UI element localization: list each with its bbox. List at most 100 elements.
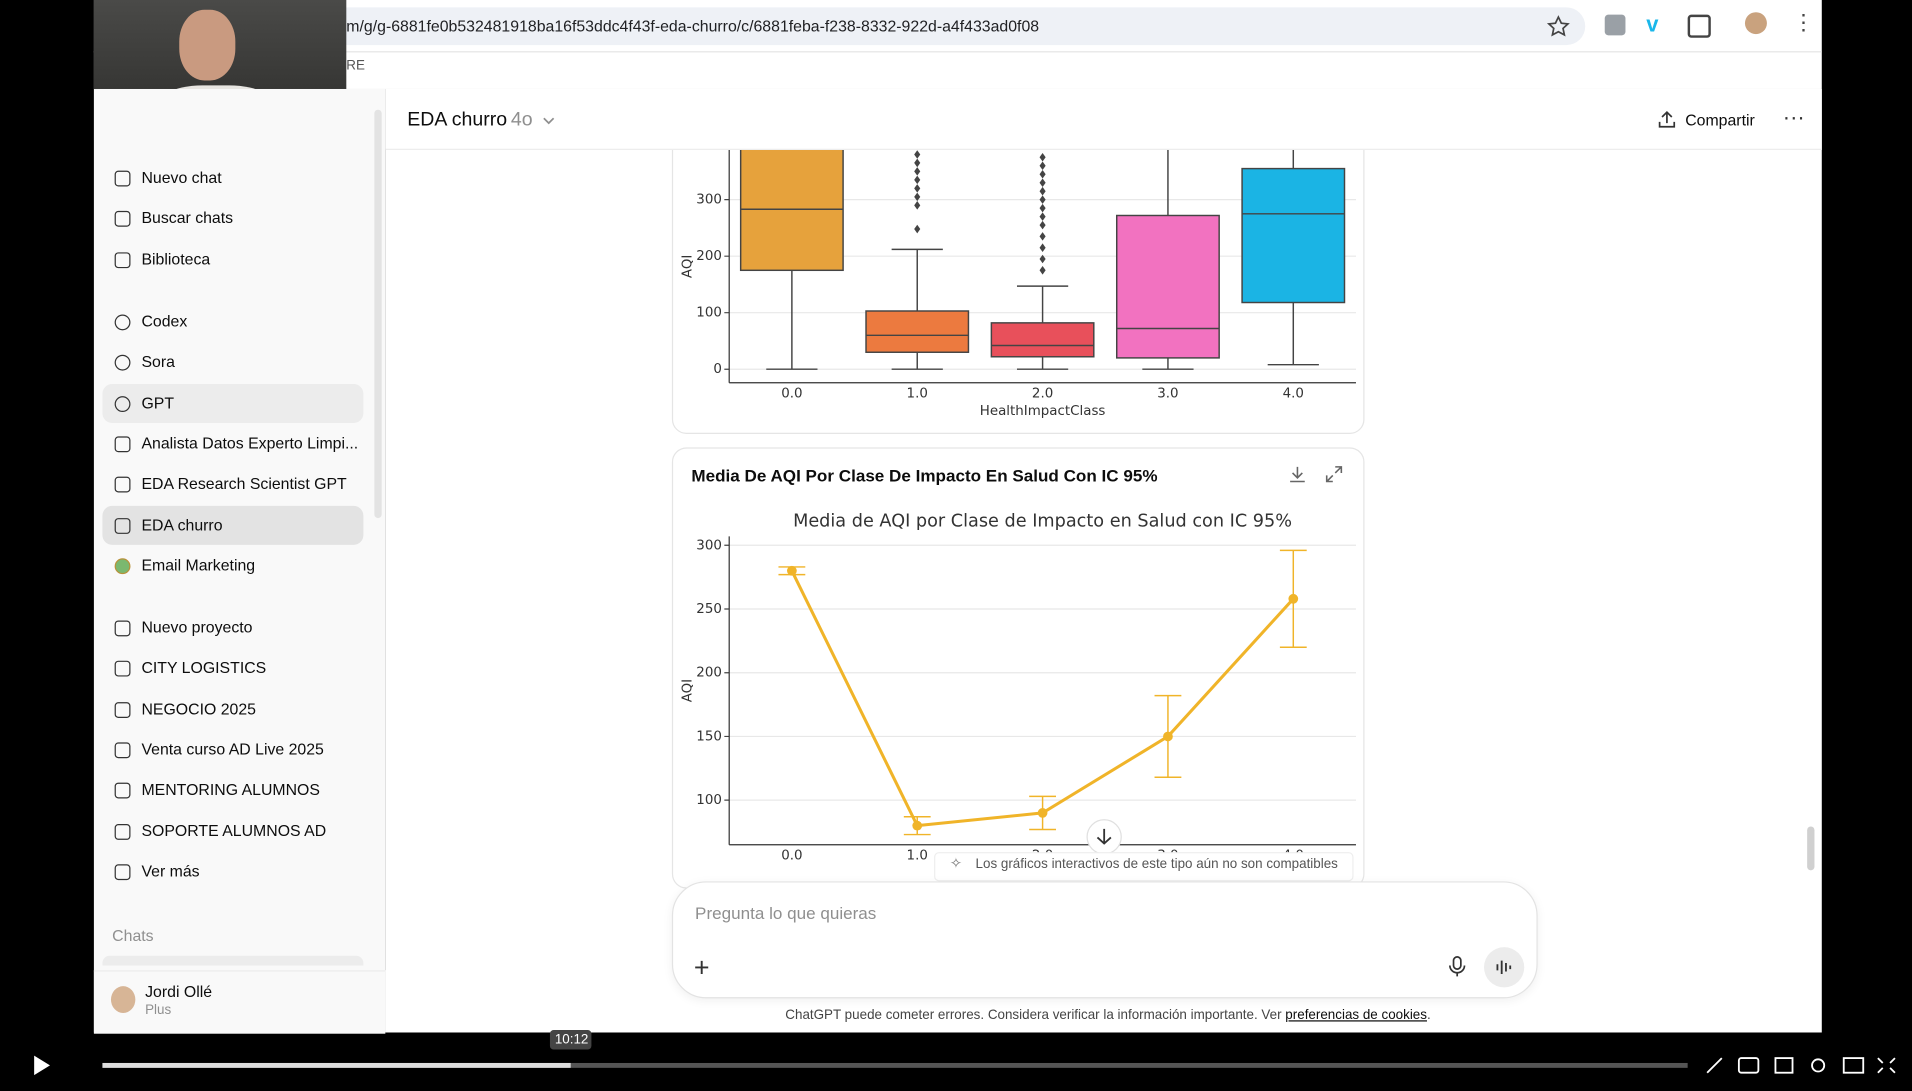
time-label: 10:12 [554, 1032, 589, 1048]
composer[interactable] [671, 881, 1538, 999]
y-axis-label: AQI [681, 679, 696, 702]
y-tick-label: 250 [696, 602, 722, 617]
outlier [1039, 266, 1046, 275]
cookie-link[interactable]: preferencias de cookies [1285, 1008, 1427, 1023]
url: m/g/g-6881fe0b532481918ba16f53ddc4f43f-e… [346, 17, 1040, 36]
share-icon[interactable] [1657, 110, 1677, 130]
share-button[interactable]: Compartir [1685, 110, 1755, 130]
extension-icon[interactable] [1604, 14, 1626, 36]
sidebar-item[interactable]: Biblioteca [141, 249, 211, 268]
box [1115, 214, 1220, 359]
x-tick-label: 0.0 [781, 849, 802, 864]
mic-button[interactable] [1447, 956, 1467, 978]
sidebar-item[interactable]: CITY LOGISTICS [141, 658, 267, 677]
sidebar-item[interactable]: Sora [141, 352, 175, 371]
chat-item [102, 955, 364, 966]
notice-text: Los gráficos interactivos de este tipo a… [975, 856, 1338, 872]
sidebar-item[interactable]: EDA churro [141, 515, 223, 534]
sidebar-icon [114, 661, 131, 677]
footer-text: ChatGPT puede cometer errores. Considera… [785, 1008, 1282, 1023]
point [1163, 731, 1173, 742]
y-tick-label: 100 [696, 306, 722, 321]
menu-icon[interactable]: ⋮ [1792, 9, 1815, 35]
chart: 0 100 200 300 [696, 149, 1356, 377]
chart: 100 150 200 250 300 [696, 538, 1356, 836]
outlier [914, 201, 921, 210]
bookmark[interactable]: RE [346, 58, 365, 74]
vimeo-icon[interactable]: v [1646, 12, 1659, 37]
sidebar-item[interactable]: NEGOCIO 2025 [141, 699, 256, 718]
header [385, 88, 1822, 150]
point [1288, 593, 1299, 604]
notice [934, 852, 1354, 882]
sidebar-item[interactable]: Buscar chats [141, 208, 234, 228]
progress-track[interactable] [102, 1062, 1688, 1068]
sidebar-icon [114, 251, 131, 268]
sidebar-item[interactable]: SOPORTE ALUMNOS AD [141, 820, 327, 840]
sidebar-item[interactable]: Analista Datos Experto Limpi... [141, 433, 359, 453]
sidebar-item[interactable]: EDA Research Scientist GPT [141, 474, 347, 493]
sidebar-item[interactable]: Nuevo proyecto [141, 618, 253, 637]
box [739, 149, 844, 272]
x-tick-label: 0.0 [781, 387, 802, 402]
sidebar-icon [114, 436, 131, 453]
sidebar-icon [114, 476, 131, 493]
attach-button[interactable]: + [693, 952, 710, 983]
sidebar-icon [114, 170, 131, 187]
y-tick-label: 300 [696, 193, 722, 208]
sidebar-item[interactable]: Codex [141, 312, 188, 331]
notice-icon: ✧ [949, 854, 963, 872]
y-tick-label: 100 [696, 793, 722, 808]
main-scrollbar [1807, 826, 1815, 871]
sidebar-icon [114, 864, 131, 880]
sidebar [93, 88, 386, 1033]
x-tick-label: 1.0 [907, 387, 928, 402]
sidebar-icon [114, 517, 131, 534]
user-panel[interactable] [93, 970, 386, 1034]
gpt-name[interactable]: EDA churro [407, 109, 508, 131]
play-button[interactable] [29, 1053, 53, 1077]
model-name[interactable]: 4o [510, 109, 533, 131]
y-tick-label: 300 [696, 538, 722, 553]
sidebar-icon [114, 211, 131, 228]
outlier [1039, 161, 1046, 171]
profile-avatar[interactable] [1744, 12, 1767, 35]
sidebar-item[interactable]: Email Marketing [141, 555, 256, 575]
sidebar-item[interactable]: Ver más [141, 861, 200, 880]
outlier [914, 192, 921, 202]
sidebar-icon [114, 782, 131, 799]
sidebar-item[interactable]: MENTORING ALUMNOS [141, 780, 320, 799]
download-icon[interactable] [1288, 464, 1308, 484]
sidebar-item[interactable]: Venta curso AD Live 2025 [141, 739, 324, 759]
sidebar-item[interactable]: GPT [141, 393, 175, 412]
extensions-icon[interactable] [1687, 14, 1711, 38]
outlier [914, 184, 921, 193]
scroll-down-button[interactable] [1086, 819, 1122, 855]
outlier [914, 175, 921, 185]
composer-placeholder[interactable]: Pregunta lo que quieras [695, 903, 877, 923]
x-tick-label: 1.0 [907, 849, 928, 864]
face [179, 9, 236, 81]
address-bar[interactable] [329, 7, 1586, 46]
outlier [1039, 203, 1046, 213]
more-button[interactable]: ··· [1782, 104, 1805, 130]
point [912, 820, 923, 831]
expand-icon[interactable] [1324, 464, 1344, 484]
voice-button[interactable] [1484, 947, 1525, 988]
sidebar-icon [114, 355, 131, 371]
star-icon[interactable] [1546, 15, 1570, 39]
sidebar-item[interactable]: Nuevo chat [141, 168, 222, 187]
box [990, 322, 1095, 358]
x-tick-label: 3.0 [1157, 387, 1178, 402]
footer-end: . [1426, 1008, 1431, 1023]
point [787, 565, 797, 576]
chevron[interactable] [541, 115, 556, 127]
outlier [914, 167, 921, 176]
outlier [914, 158, 921, 168]
outlier [1039, 169, 1046, 179]
sidebar-icon [114, 823, 131, 840]
outlier [1039, 178, 1046, 187]
